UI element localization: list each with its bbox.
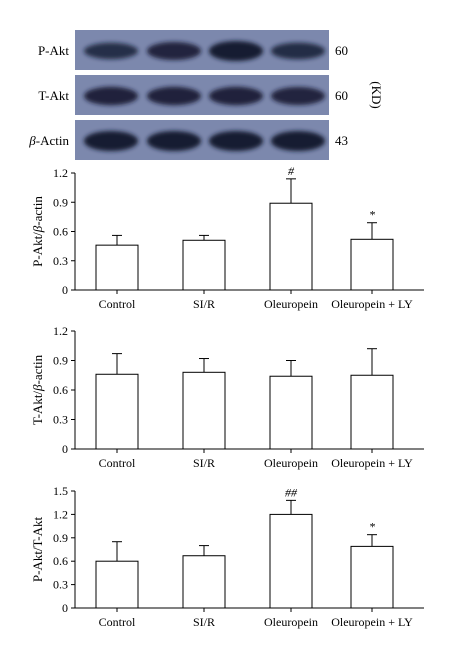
- significance-marker: #: [288, 164, 295, 178]
- y-tick-label: 0.3: [53, 578, 68, 592]
- bar: [269, 513, 313, 609]
- blot-band: [84, 86, 138, 106]
- blot-band: [209, 86, 263, 106]
- bar: [350, 545, 394, 609]
- x-tick-label: Control: [99, 456, 136, 470]
- blot-row-label: β-Actin: [28, 133, 69, 148]
- blot-band: [271, 131, 325, 151]
- blot-band: [84, 42, 138, 60]
- bar: [350, 374, 394, 450]
- y-tick-label: 0.6: [53, 383, 68, 397]
- bar: [269, 375, 313, 450]
- x-tick-label: SI/R: [193, 297, 215, 311]
- y-tick-label: 0: [62, 442, 68, 456]
- y-tick-label: 0.9: [53, 354, 68, 368]
- y-tick-label: 1.2: [53, 166, 68, 180]
- y-tick-label: 1.2: [53, 324, 68, 338]
- y-tick-label: 1.2: [53, 507, 68, 521]
- bar-charts: 0 0.3 0.6 0.9 1.2 P-Akt/β-actin Control SI/R Ole…: [30, 164, 424, 629]
- bar: [182, 239, 226, 291]
- y-axis-label: P-Akt/β-actin: [30, 196, 45, 267]
- x-tick-label: Oleuropein: [264, 456, 318, 470]
- bar: [182, 371, 226, 450]
- bar: [95, 560, 139, 609]
- blot-row: β-Actin 43: [28, 120, 348, 160]
- x-tick-label: Control: [99, 615, 136, 629]
- blot-band: [209, 41, 263, 61]
- bar: [350, 238, 394, 291]
- significance-marker: ##: [285, 485, 298, 499]
- blot-band: [147, 86, 201, 106]
- y-tick-label: 0.6: [53, 554, 68, 568]
- y-tick-label: 0: [62, 283, 68, 297]
- bar: [182, 555, 226, 609]
- bar: [269, 202, 313, 291]
- x-tick-label: Control: [99, 297, 136, 311]
- y-axis-label: P-Akt/T-Akt: [30, 516, 45, 582]
- blot-kd-label: 60: [335, 88, 348, 103]
- significance-marker: *: [369, 208, 375, 222]
- x-tick-label: Oleuropein + LY: [331, 615, 413, 629]
- y-axis-label: T-Akt/β-actin: [30, 354, 45, 425]
- significance-marker: *: [369, 520, 375, 534]
- bar-chart: 0 0.3 0.6 0.9 1.2 P-Akt/β-actin Control SI/R Ole…: [30, 164, 424, 311]
- bar: [95, 373, 139, 450]
- blot-row-label: T-Akt: [38, 88, 69, 103]
- y-tick-label: 0.9: [53, 195, 68, 209]
- blot-band: [147, 131, 201, 151]
- y-tick-label: 0.6: [53, 225, 68, 239]
- blot-band: [271, 42, 325, 60]
- blot-row: P-Akt 60: [38, 30, 348, 70]
- y-tick-label: 0.3: [53, 413, 68, 427]
- y-tick-label: 0.3: [53, 254, 68, 268]
- y-tick-label: 0: [62, 601, 68, 615]
- blot-row-label: P-Akt: [38, 43, 69, 58]
- blot-band: [147, 42, 201, 60]
- x-tick-label: Oleuropein: [264, 615, 318, 629]
- x-tick-label: SI/R: [193, 456, 215, 470]
- blot-kd-label: 43: [335, 133, 348, 148]
- kd-unit-label: (KD): [369, 81, 384, 108]
- blot-band: [271, 87, 325, 105]
- x-tick-label: Oleuropein: [264, 297, 318, 311]
- y-tick-label: 1.5: [53, 484, 68, 498]
- bar: [95, 244, 139, 291]
- bar-chart: 0 0.3 0.6 0.9 1.2 T-Akt/β-actin Control SI/R Ole…: [30, 324, 424, 470]
- western-blot: P-Akt 60 T-Akt 60 β-Actin 43 (KD): [28, 30, 384, 160]
- blot-kd-label: 60: [335, 43, 348, 58]
- blot-band: [84, 131, 138, 151]
- y-tick-label: 0.9: [53, 531, 68, 545]
- x-tick-label: Oleuropein + LY: [331, 297, 413, 311]
- x-tick-label: SI/R: [193, 615, 215, 629]
- blot-band: [209, 131, 263, 151]
- bar-chart: 0 0.3 0.6 0.9 1.2 1.5 P-Akt/T-Akt Control SI/R Ol…: [30, 484, 424, 629]
- blot-row: T-Akt 60: [38, 75, 348, 115]
- x-tick-label: Oleuropein + LY: [331, 456, 413, 470]
